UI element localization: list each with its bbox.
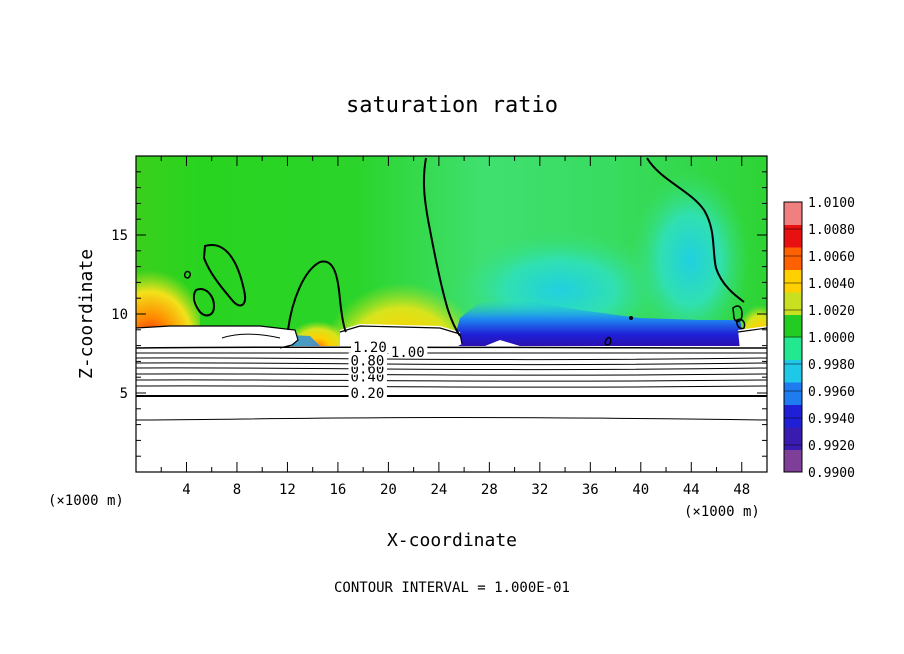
colorbar-segment: [784, 404, 802, 428]
colorbar-label: 0.9960: [808, 385, 855, 400]
colorbar-label: 1.0040: [808, 277, 855, 292]
cloud-outline-4: [737, 327, 767, 333]
colorbar-segment: [784, 247, 802, 270]
colorbar-segment: [784, 382, 802, 405]
x-tick-label: 36: [582, 482, 599, 498]
contour-unity-main: [422, 157, 461, 337]
contour-label: 1.20: [353, 340, 387, 356]
x-tick-label: 28: [481, 482, 498, 498]
colorbar-label: 0.9940: [808, 412, 855, 427]
colorbar-segment: [784, 202, 802, 225]
colorbar: 1.0100 1.0080 1.0060 1.0040 1.0020 1.0000 0.99…: [783, 196, 855, 481]
y-tick-layer: 5 10 15: [111, 171, 767, 457]
x-tick-label: 32: [531, 482, 548, 498]
contour-label-bg: [351, 339, 390, 354]
colorbar-segment: [784, 337, 802, 360]
cloud-outline-1: [136, 325, 299, 349]
contour-small-3: [736, 318, 746, 330]
colorbar-segment: [784, 314, 802, 338]
cool-region-2: [630, 170, 750, 350]
dry-band: [452, 300, 745, 346]
x-tick-label: 4: [182, 482, 190, 498]
x-tick-label: 16: [329, 482, 346, 498]
contour-hump: [287, 260, 347, 333]
colorbar-label: 1.0000: [808, 331, 855, 346]
colorbar-label: 1.0100: [808, 196, 855, 211]
lower-white-region: [136, 346, 767, 472]
contour-small-2: [732, 305, 743, 323]
contour-label: 0.20: [351, 386, 385, 402]
cloud-region-1: [136, 326, 298, 348]
colorbar-label: 0.9980: [808, 358, 855, 373]
x-tick-label: 20: [380, 482, 397, 498]
colorbar-segment: [784, 359, 802, 383]
horizontal-contours: [136, 346, 767, 421]
cloud-outline-2: [339, 325, 463, 345]
contour-dot: [629, 316, 633, 320]
x-tick-label: 40: [632, 482, 649, 498]
x-tick-label: 8: [233, 482, 241, 498]
contour-small-1: [604, 336, 612, 346]
x-tick-label: 12: [279, 482, 296, 498]
contour-interval-text: CONTOUR INTERVAL = 1.000E-01: [334, 580, 570, 596]
plot-area: [136, 156, 767, 472]
colorbar-label: 0.9920: [808, 439, 855, 454]
colorbar-segment: [784, 449, 802, 473]
contour-label-bg: [388, 343, 428, 358]
x-tick-label: 24: [430, 482, 447, 498]
contour-label: 0.80: [351, 354, 385, 370]
contour-label-bg: [348, 352, 387, 367]
colorbar-segment: [784, 224, 802, 248]
colorbar-segment: [784, 269, 802, 293]
y-tick-label: 10: [111, 307, 128, 323]
contour-unity-right: [646, 157, 745, 303]
x-axis-label: X-coordinate: [387, 530, 517, 551]
contour-loop-1: [202, 244, 246, 307]
colorbar-label: 1.0080: [808, 223, 855, 238]
contour-label-bg: [348, 385, 387, 399]
x-unit-label: (×1000 m): [684, 504, 760, 520]
colorbar-label: 0.9900: [808, 466, 855, 481]
x-tick-layer: 4 8 12 16 20 24 28 32 36 40 44 48: [160, 156, 750, 498]
contour-label: 1.00: [391, 345, 425, 361]
x-tick-label: 48: [733, 482, 750, 498]
contour-loop-3: [183, 270, 191, 279]
y-tick-label: 15: [111, 228, 128, 244]
contour-label-layer: 0.200.400.600.801.20 1.00: [348, 339, 428, 402]
y-tick-label: 5: [120, 386, 128, 402]
cloud-outline-1b: [221, 333, 281, 339]
x-tick-label: 44: [683, 482, 700, 498]
chart-title: saturation ratio: [346, 93, 558, 118]
colorbar-segment: [784, 427, 802, 450]
z-unit-label: (×1000 m): [48, 493, 124, 509]
colorbar-label: 1.0060: [808, 250, 855, 265]
cloud-region-4: [738, 326, 767, 350]
contour-loop-2: [192, 288, 216, 317]
colorbar-label: 1.0020: [808, 304, 855, 319]
colorbar-segment: [784, 292, 802, 315]
y-axis-label: Z-coordinate: [76, 249, 97, 379]
